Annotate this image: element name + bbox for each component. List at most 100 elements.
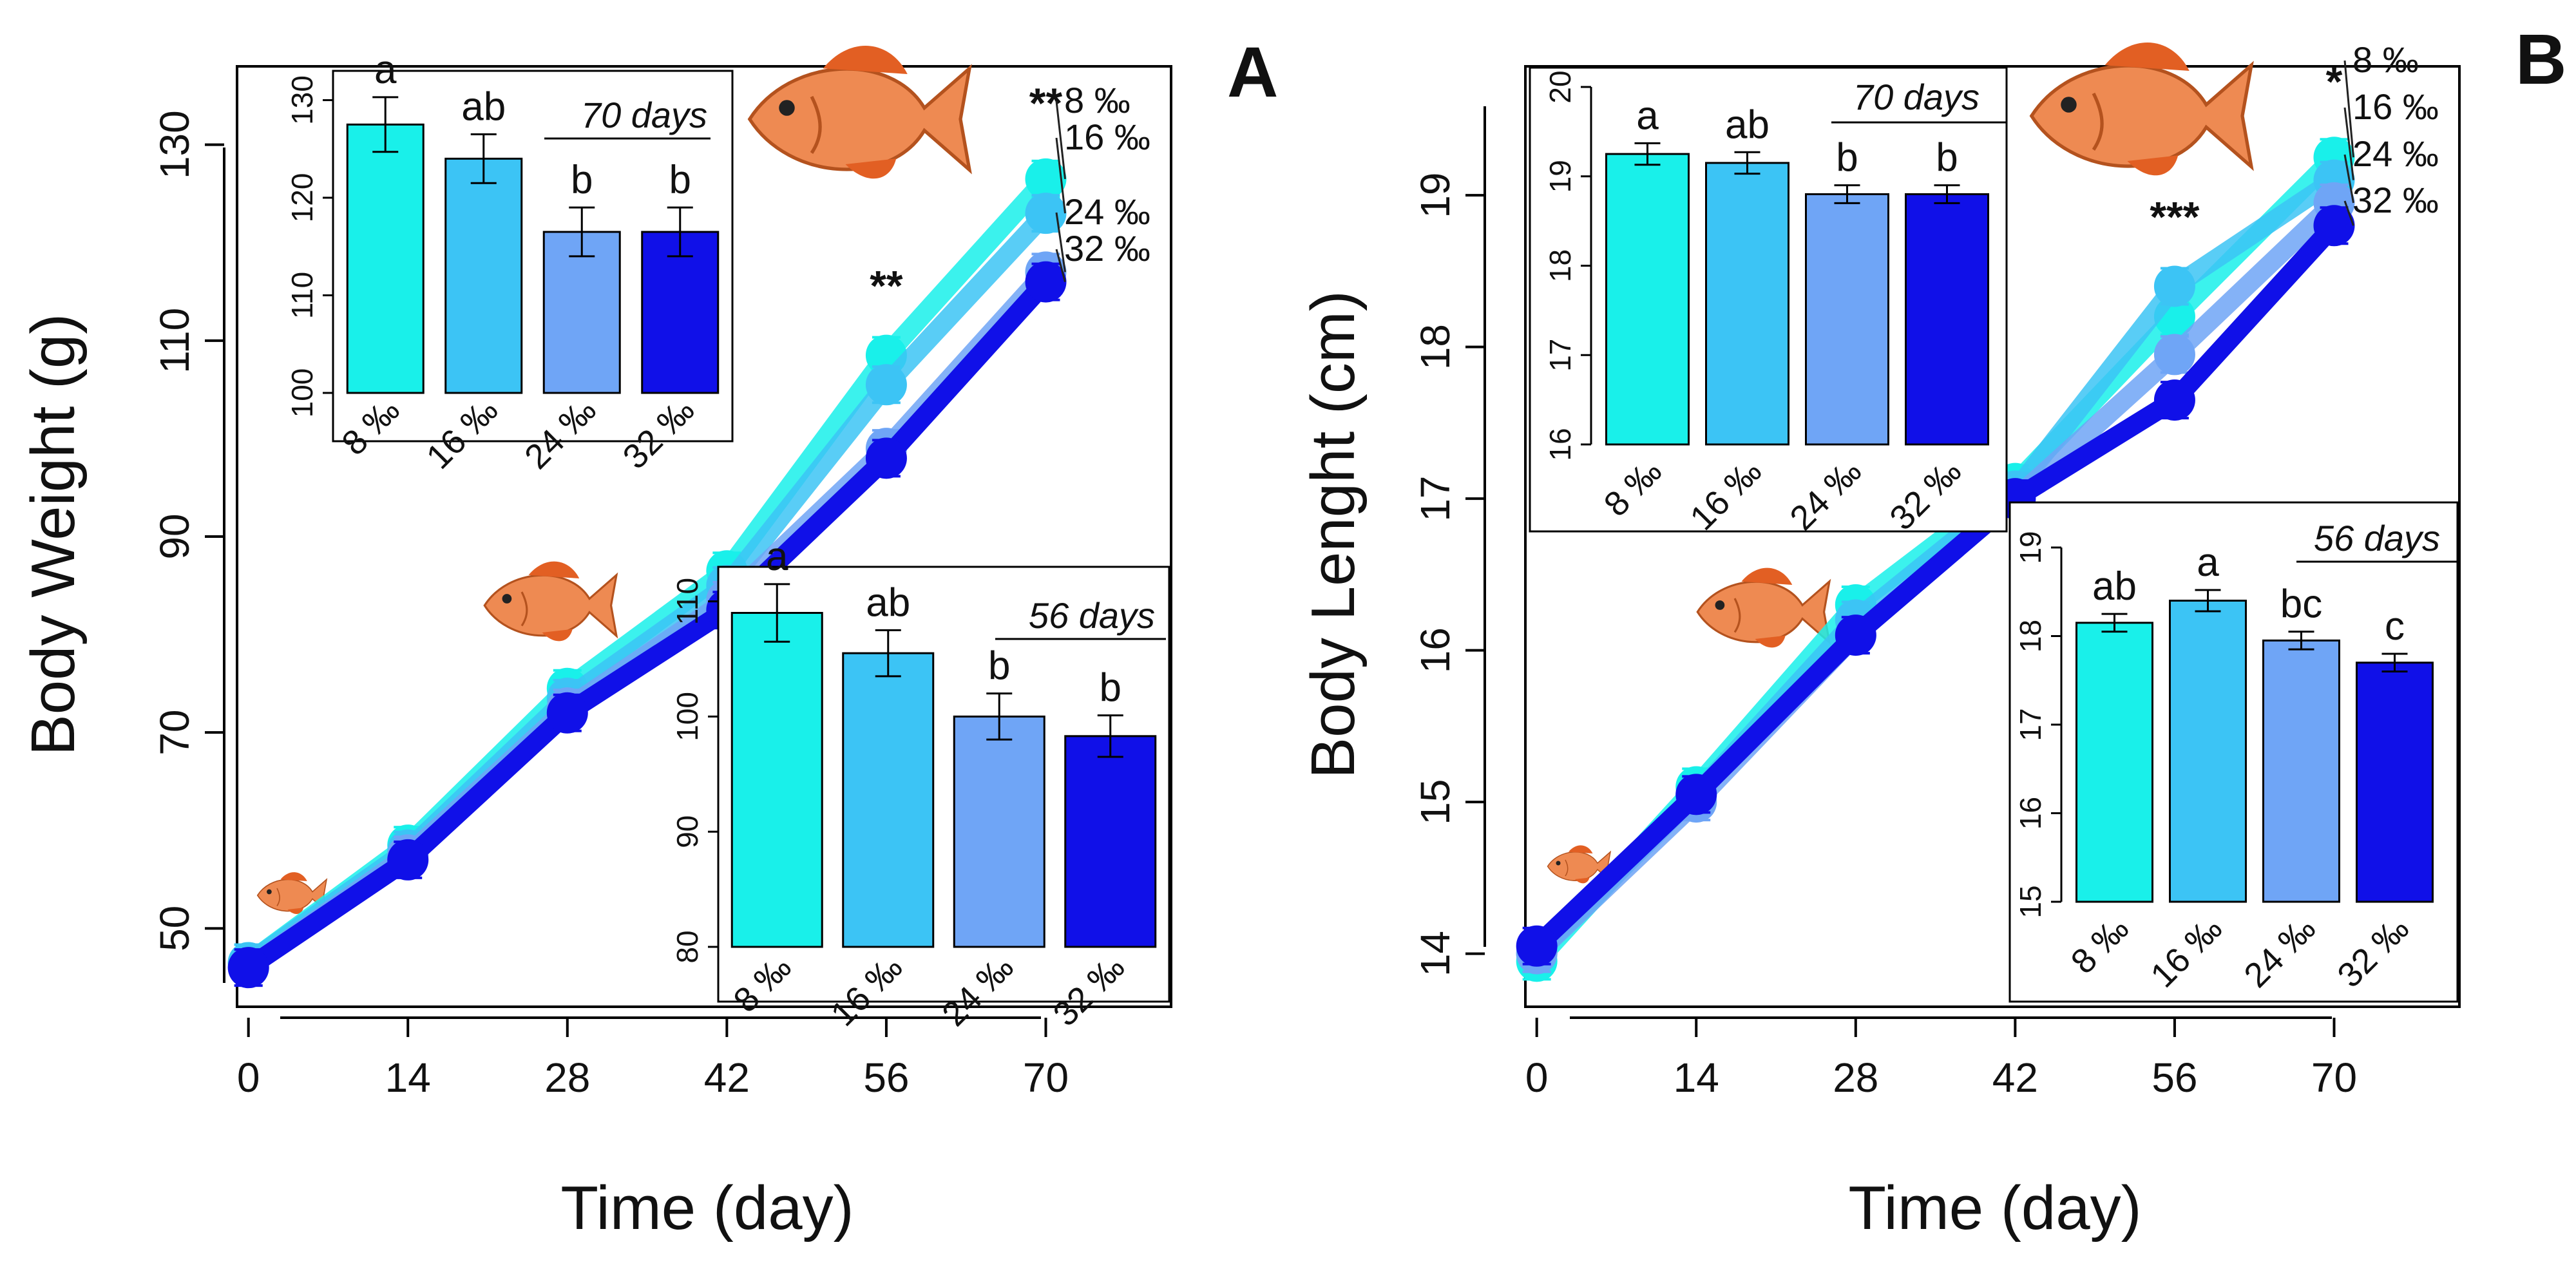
y-tick-label: 90 (151, 513, 198, 559)
series-label-leader (2343, 107, 2354, 180)
inset-y-tick-label: 18 (1543, 249, 1577, 282)
inset-letter-label: ab (1725, 102, 1770, 147)
inset-bar (444, 157, 523, 394)
series-label: 8 ‰ (2352, 39, 2419, 80)
y-tick-label: 18 (1412, 324, 1458, 370)
x-tick-label: 56 (863, 1054, 909, 1101)
inset-bar (641, 231, 720, 394)
y-tick-label: 130 (151, 110, 198, 179)
series-point (1516, 925, 1558, 967)
panel-b: 14 15 16 17 18 19 0 14 28 42 56 70 Body Lenght (cm… (1299, 20, 2566, 1243)
inset-y-tick-label: 20 (1543, 70, 1577, 103)
inset-y-tick-label: 18 (2014, 620, 2047, 652)
panel-a-x-ticks: 0 14 28 42 56 70 (237, 1018, 1069, 1101)
inset-letter-label: ab (461, 84, 506, 129)
series-label: 24 ‰ (1064, 191, 1150, 232)
inset-bar (953, 715, 1045, 948)
inset-letter-label: b (988, 644, 1010, 689)
panel-a-plot-frame (236, 65, 1172, 1008)
panel-b-plot-frame (1524, 65, 2461, 1008)
panel-a-inset-70-title: 70 days (581, 95, 707, 135)
inset-y-tick-label: 19 (2014, 531, 2047, 564)
inset-y-tick-label: 17 (1543, 339, 1577, 372)
inset-y-tick-label: 80 (671, 930, 704, 963)
y-tick-label: 70 (151, 710, 198, 756)
inset-y-tick-label: 100 (671, 692, 704, 741)
inset-letter-label: bc (2280, 582, 2322, 627)
series-point (2313, 205, 2355, 247)
y-tick-label: 110 (151, 308, 198, 374)
inset-bar (2262, 639, 2340, 903)
x-tick-label: 42 (704, 1054, 750, 1101)
inset-letter-label: b (1836, 136, 1858, 180)
inset-letter-label: b (571, 158, 593, 202)
inset-y-tick-label: 120 (285, 173, 319, 223)
panel-b-y-axis-title: Body Lenght (cm) (1299, 290, 1368, 779)
inset-letter-label: b (669, 158, 691, 202)
y-tick-label: 14 (1412, 931, 1458, 976)
inset-y-tick-label: 90 (671, 815, 704, 848)
series-point (1025, 158, 1067, 200)
series-label: 8 ‰ (1064, 80, 1131, 120)
inset-y-tick-label: 130 (285, 75, 319, 125)
inset-bar (1905, 193, 1989, 446)
series-point (546, 692, 588, 734)
inset-letter-label: c (2385, 604, 2405, 649)
series-point (1675, 774, 1717, 815)
inset-letter-label: a (1636, 93, 1659, 138)
series-point (227, 947, 269, 989)
series-label-leader (2343, 60, 2354, 158)
inset-letter-label: b (1936, 136, 1958, 180)
series-label: 16 ‰ (2352, 86, 2439, 127)
series-label: 24 ‰ (2352, 133, 2439, 174)
series-point (387, 839, 429, 881)
inset-y-tick-label: 110 (671, 578, 704, 625)
panel-b-x-axis-title: Time (day) (1848, 1174, 2141, 1243)
y-tick-label: 19 (1412, 173, 1458, 218)
series-label-leader (1055, 100, 1066, 180)
significance-label: * (2326, 57, 2343, 105)
series-point (2153, 334, 2195, 376)
inset-bar (1064, 735, 1157, 948)
inset-bar (1605, 153, 1690, 446)
inset-bar (1805, 193, 1889, 446)
x-tick-label: 28 (1833, 1054, 1878, 1101)
fish-icon (2032, 43, 2251, 175)
series-label-leader (2343, 154, 2354, 204)
series-label-leader (2343, 200, 2354, 226)
inset-y-tick-label: 110 (285, 272, 319, 319)
inset-y-tick-label: 16 (2014, 797, 2047, 830)
x-tick-label: 0 (237, 1054, 260, 1101)
series-label: 32 ‰ (2352, 180, 2439, 220)
inset-bar (1705, 162, 1789, 446)
series-label-leader (1055, 137, 1066, 214)
series-label: 16 ‰ (1064, 117, 1150, 157)
fish-icon (483, 560, 618, 642)
inset-letter-label: b (1100, 666, 1121, 710)
x-tick-label: 28 (544, 1054, 590, 1101)
panel-b-series-labels: 8 ‰ 16 ‰ 24 ‰ 32 ‰ (2343, 39, 2439, 226)
series-point (1025, 193, 1067, 234)
panel-a-y-axis-title: Body Weight (g) (19, 314, 88, 756)
inset-letter-label: a (2197, 540, 2219, 585)
y-tick-label: 16 (1412, 627, 1458, 673)
x-tick-label: 42 (1992, 1054, 2038, 1101)
series-point (2153, 265, 2195, 307)
x-tick-label: 14 (1674, 1054, 1719, 1101)
panel-a-series-labels: 8 ‰16 ‰ 24 ‰32 ‰ (1055, 80, 1150, 282)
inset-y-tick-label: 17 (2014, 708, 2047, 741)
series-line (238, 272, 1056, 978)
series-point (1835, 614, 1876, 656)
series-line (1527, 216, 2344, 956)
x-tick-label: 14 (385, 1054, 431, 1101)
y-tick-label: 17 (1412, 476, 1458, 522)
inset-y-tick-label: 16 (1543, 428, 1577, 461)
panel-b-x-ticks: 0 14 28 42 56 70 (1525, 1018, 2357, 1101)
inset-letter-label: ab (2092, 564, 2137, 609)
